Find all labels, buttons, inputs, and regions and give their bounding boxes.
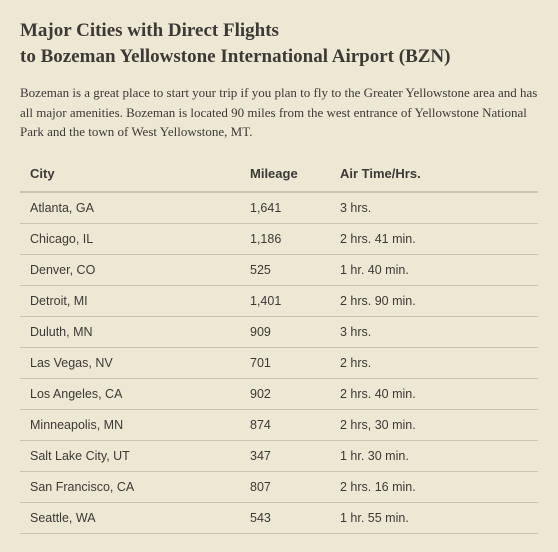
table-row: Los Angeles, CA9022 hrs. 40 min. [20,378,538,409]
intro-paragraph: Bozeman is a great place to start your t… [20,83,538,142]
cell-mileage: 525 [240,254,330,285]
cell-city: Detroit, MI [20,285,240,316]
cell-city: Los Angeles, CA [20,378,240,409]
cell-airtime: 2 hrs. [330,347,538,378]
table-header-row: City Mileage Air Time/Hrs. [20,156,538,192]
cell-airtime: 2 hrs. 40 min. [330,378,538,409]
cell-city: Chicago, IL [20,223,240,254]
cell-mileage: 909 [240,316,330,347]
col-header-mileage: Mileage [240,156,330,192]
cell-city: Duluth, MN [20,316,240,347]
table-row: Denver, CO5251 hr. 40 min. [20,254,538,285]
cell-city: Minneapolis, MN [20,409,240,440]
table-row: Seattle, WA5431 hr. 55 min. [20,502,538,533]
cell-mileage: 1,401 [240,285,330,316]
table-row: Chicago, IL1,1862 hrs. 41 min. [20,223,538,254]
cell-city: Las Vegas, NV [20,347,240,378]
cell-airtime: 1 hr. 40 min. [330,254,538,285]
cell-mileage: 543 [240,502,330,533]
cell-airtime: 3 hrs. [330,192,538,224]
col-header-city: City [20,156,240,192]
cell-mileage: 347 [240,440,330,471]
col-header-airtime: Air Time/Hrs. [330,156,538,192]
table-row: San Francisco, CA8072 hrs. 16 min. [20,471,538,502]
table-row: Minneapolis, MN8742 hrs, 30 min. [20,409,538,440]
table-row: Detroit, MI1,4012 hrs. 90 min. [20,285,538,316]
cell-mileage: 1,186 [240,223,330,254]
cell-airtime: 3 hrs. [330,316,538,347]
cell-airtime: 2 hrs, 30 min. [330,409,538,440]
cell-mileage: 874 [240,409,330,440]
table-row: Las Vegas, NV7012 hrs. [20,347,538,378]
cell-mileage: 701 [240,347,330,378]
cell-city: San Francisco, CA [20,471,240,502]
title-line-2: to Bozeman Yellowstone International Air… [20,46,450,67]
table-row: Atlanta, GA1,6413 hrs. [20,192,538,224]
cell-airtime: 1 hr. 55 min. [330,502,538,533]
table-row: Duluth, MN9093 hrs. [20,316,538,347]
cell-city: Atlanta, GA [20,192,240,224]
cell-city: Salt Lake City, UT [20,440,240,471]
cell-mileage: 902 [240,378,330,409]
flights-table: City Mileage Air Time/Hrs. Atlanta, GA1,… [20,156,538,534]
cell-mileage: 807 [240,471,330,502]
cell-airtime: 2 hrs. 16 min. [330,471,538,502]
cell-city: Seattle, WA [20,502,240,533]
table-row: Salt Lake City, UT3471 hr. 30 min. [20,440,538,471]
title-line-1: Major Cities with Direct Flights [20,20,279,41]
cell-city: Denver, CO [20,254,240,285]
cell-mileage: 1,641 [240,192,330,224]
page-title: Major Cities with Direct Flights to Boze… [20,18,538,69]
cell-airtime: 1 hr. 30 min. [330,440,538,471]
cell-airtime: 2 hrs. 90 min. [330,285,538,316]
table-body: Atlanta, GA1,6413 hrs. Chicago, IL1,1862… [20,192,538,534]
cell-airtime: 2 hrs. 41 min. [330,223,538,254]
